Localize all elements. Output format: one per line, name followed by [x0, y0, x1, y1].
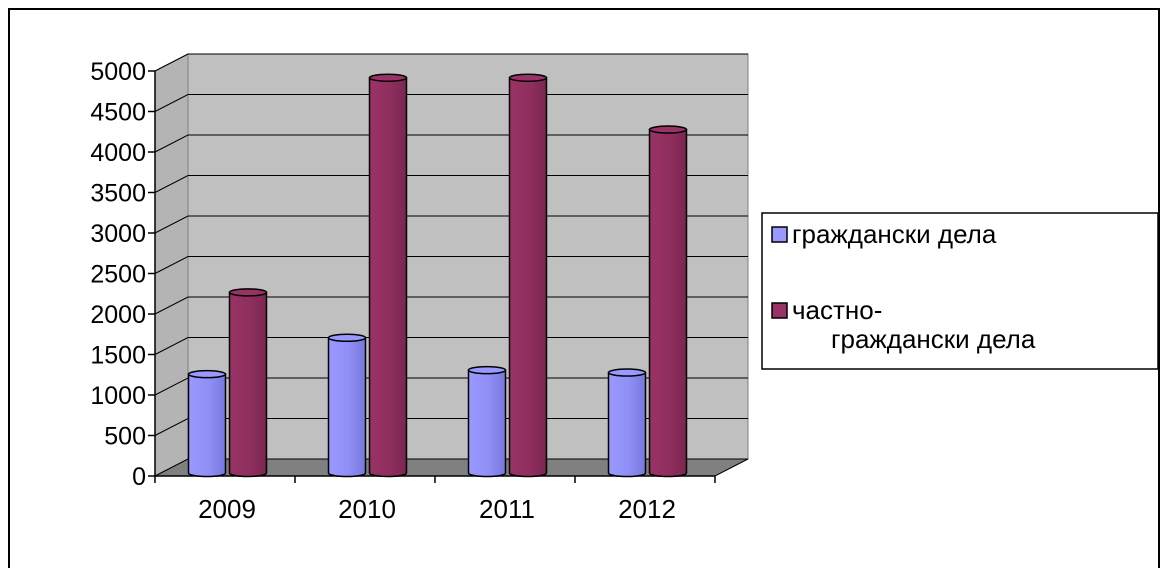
bar-body — [327, 336, 367, 478]
y-tick-label: 500 — [104, 423, 146, 451]
bar-top — [508, 73, 548, 82]
legend-label-1-line1: граждански дела — [831, 324, 1036, 354]
legend-swatch-1 — [771, 302, 788, 319]
bar-top — [467, 365, 507, 375]
bar-body — [467, 369, 507, 478]
bar-civil-2012 — [607, 368, 647, 478]
y-tick-label: 4000 — [90, 139, 146, 167]
bar-body — [607, 371, 647, 478]
gridline — [154, 256, 748, 274]
bar-private-civil-2011 — [508, 73, 548, 478]
bar-body — [508, 76, 548, 478]
y-tick-label: 2000 — [90, 301, 146, 329]
x-tick-label: 2011 — [479, 494, 535, 524]
legend-label-0-line0: граждански дела — [792, 219, 997, 249]
gridline — [154, 94, 748, 112]
bar-top — [607, 368, 647, 377]
bar-top — [648, 125, 688, 134]
bar-body — [228, 291, 268, 478]
bar-private-civil-2010 — [368, 73, 408, 478]
y-tick-label: 3500 — [90, 180, 146, 208]
y-tick-label: 3000 — [90, 220, 146, 248]
bar-top — [368, 73, 408, 82]
gridline — [154, 296, 748, 315]
legend-label-1-line0: частно- — [792, 295, 882, 325]
x-tick-label: 2010 — [338, 494, 396, 524]
y-tick-label: 4500 — [90, 99, 146, 127]
legend-box — [761, 212, 1159, 370]
bar-private-civil-2012 — [648, 125, 688, 478]
y-tick-label: 2500 — [90, 261, 146, 289]
bar-top — [187, 369, 227, 379]
gridline — [154, 175, 748, 193]
y-tick-label: 1000 — [90, 382, 146, 410]
bar-body — [187, 373, 227, 478]
y-tick-label: 5000 — [90, 58, 146, 86]
y-tick-label: 0 — [132, 463, 146, 491]
x-tick-label: 2009 — [198, 494, 256, 524]
gridline — [154, 134, 748, 153]
bar-top — [327, 333, 367, 342]
bar-civil-2009 — [187, 369, 227, 478]
bar-private-civil-2009 — [228, 288, 268, 478]
bar-civil-2010 — [327, 333, 367, 478]
x-tick-label: 2012 — [618, 494, 676, 524]
chart-frame — [8, 8, 1160, 568]
gridline — [154, 215, 748, 234]
bar-body — [648, 128, 688, 478]
legend-swatch-0 — [771, 226, 788, 243]
gridline — [154, 337, 748, 355]
gridline — [154, 53, 748, 72]
bar-body — [368, 76, 408, 478]
bar-civil-2011 — [467, 365, 507, 478]
y-tick-label: 1500 — [90, 342, 146, 370]
bar-top — [228, 288, 268, 297]
